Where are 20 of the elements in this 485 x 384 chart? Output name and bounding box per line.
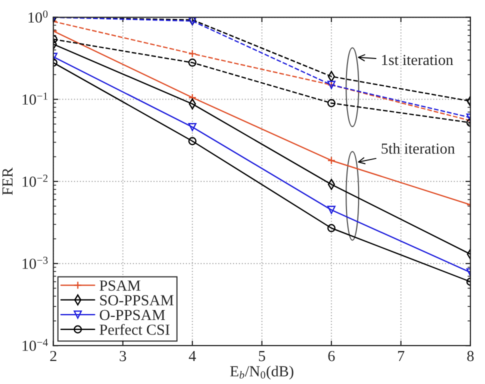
legend-label: SO-PPSAM (100, 295, 174, 306)
x-tick-label: 3 (120, 350, 126, 362)
y-tick-label: 10$^{−2}$ (22, 174, 48, 187)
y-axis-title: FER (2, 167, 12, 196)
x-tick-label: 2 (50, 350, 56, 362)
x-tick-label: 5 (258, 351, 266, 362)
y-tick-label: 10$^{−4}$ (22, 338, 48, 351)
y-tick-label: 10$^{−1}$ (22, 92, 48, 105)
x-tick-label: 6 (328, 350, 335, 362)
x-tick-label: 4 (188, 351, 196, 362)
y-tick-label: 10$^{−3}$ (22, 256, 48, 269)
annotation: 5th iteration (382, 142, 455, 154)
annotation: 1st iteration (382, 54, 454, 66)
y-tick-label: 10$^{0}$ (28, 10, 48, 23)
legend-label: Perfect CSI (100, 324, 170, 335)
legend-label: O-PPSAM (100, 310, 165, 320)
x-axis-title: E$_{b}$/N$_{0}$(dB) (230, 366, 294, 380)
x-tick-label: 7 (398, 351, 404, 362)
x-tick-label: 8 (467, 350, 474, 362)
legend-label: PSAM (100, 280, 140, 291)
